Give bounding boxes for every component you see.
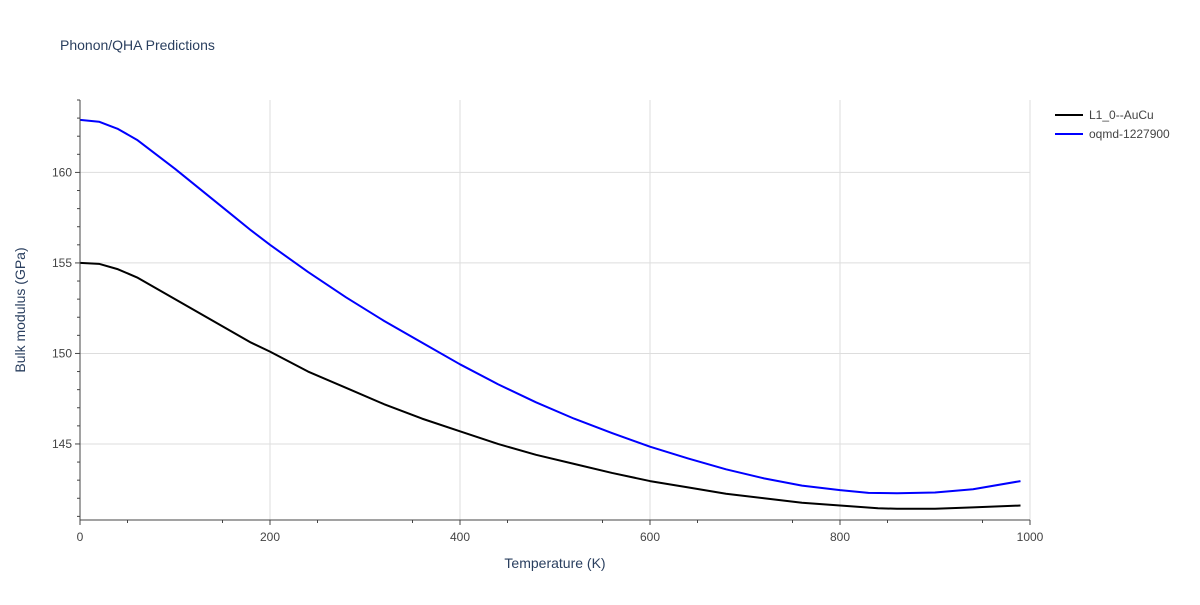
x-tick-label: 400 bbox=[450, 530, 470, 544]
y-tick-label: 150 bbox=[52, 346, 72, 360]
y-tick-label: 155 bbox=[52, 256, 72, 270]
x-tick-label: 0 bbox=[77, 530, 84, 544]
legend-label: oqmd-1227900 bbox=[1089, 127, 1170, 141]
y-axis-title: Bulk modulus (GPa) bbox=[12, 247, 28, 372]
legend-item[interactable]: L1_0--AuCu bbox=[1055, 108, 1154, 122]
legend: L1_0--AuCu oqmd-1227900 bbox=[1055, 108, 1170, 141]
series-line-1[interactable] bbox=[79, 261, 1021, 510]
y-tick-label: 160 bbox=[52, 165, 72, 179]
y-tick-label: 145 bbox=[52, 437, 72, 451]
series-layer bbox=[79, 118, 1021, 510]
grid-layer bbox=[80, 100, 1031, 520]
chart-title: Phonon/QHA Predictions bbox=[60, 37, 215, 53]
x-axis-title: Temperature (K) bbox=[504, 555, 605, 571]
legend-label: L1_0--AuCu bbox=[1089, 108, 1154, 122]
x-tick-label: 600 bbox=[640, 530, 660, 544]
x-tick-label: 800 bbox=[830, 530, 850, 544]
series-line-2[interactable] bbox=[79, 118, 1021, 495]
axis-layer: 0 200 400 600 800 1000 145 150 155 160 bbox=[52, 99, 1044, 544]
legend-item[interactable]: oqmd-1227900 bbox=[1055, 127, 1170, 141]
x-tick-label: 1000 bbox=[1017, 530, 1044, 544]
x-tick-label: 200 bbox=[260, 530, 280, 544]
